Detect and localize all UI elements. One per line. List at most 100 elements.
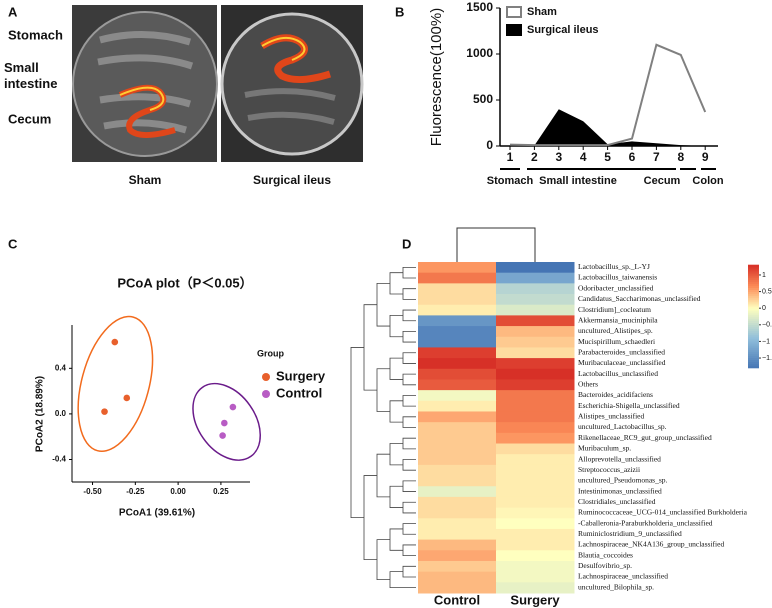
colorbar-label: 0 (762, 305, 766, 312)
row-dendrogram (402, 416, 416, 428)
colorbar-step (748, 334, 759, 338)
colorbar-step (748, 347, 759, 350)
x-group-label: Stomach (487, 175, 534, 187)
row-dendrogram (402, 544, 416, 557)
colorbar-step (748, 268, 759, 272)
colorbar-step (748, 338, 759, 342)
colorbar-step (748, 336, 759, 340)
legend-swatch (262, 390, 270, 398)
row-dendrogram (350, 347, 364, 518)
column-label: Control (434, 592, 480, 607)
x-tick-label: 0.00 (170, 487, 186, 496)
panel-letter: A (8, 4, 18, 19)
row-dendrogram (376, 282, 390, 327)
heatmap-cell (496, 486, 575, 498)
point (111, 338, 119, 346)
row-label: Intestinimonas_unclassified (578, 486, 662, 495)
row-dendrogram (402, 501, 416, 514)
row-label: Clostridiales_unclassified (578, 497, 656, 506)
x-tick-label: 8 (677, 150, 684, 164)
legend-swatch (506, 24, 522, 36)
row-label: Candidatus_Saccharimonas_unclassified (578, 294, 701, 303)
column-label: Sham (129, 173, 162, 187)
row-label: Blautia_coccoides (578, 550, 633, 559)
row-dendrogram (389, 357, 403, 380)
colorbar-step (748, 322, 759, 326)
colorbar-label: 1 (762, 272, 766, 279)
point (221, 419, 228, 427)
colorbar-step (748, 264, 759, 268)
colorbar-step (748, 305, 759, 309)
legend-swatch (506, 6, 522, 18)
row-label: uncultured_Pseudomonas_sp. (578, 476, 667, 485)
x-group-label: Colon (692, 175, 723, 187)
heatmap-cell (496, 304, 575, 316)
heatmap-cell (496, 507, 575, 519)
row-label: Stomach (8, 27, 63, 42)
colorbar-step (748, 275, 759, 278)
heatmap-cell (496, 326, 575, 338)
heatmap-cell (496, 443, 575, 455)
y-tick-label: 0.4 (55, 363, 67, 372)
heatmap-cell (418, 400, 497, 412)
row-dendrogram (376, 368, 390, 412)
heatmap-cell (418, 454, 497, 466)
x-tick-label: 5 (604, 150, 611, 164)
heatmap-cell (496, 390, 575, 402)
row-label: Parabacteroides_unclassified (578, 347, 665, 356)
row-label: Streptococcus_azizii (578, 465, 640, 474)
x-tick-label: 6 (629, 150, 636, 164)
photo-surgical-ileus (220, 5, 364, 162)
colorbar-step (748, 270, 759, 274)
confidence-ellipse (77, 315, 154, 452)
heatmap-cell (418, 432, 497, 445)
row-label: Others (578, 380, 598, 389)
row-label: Lachnospiraceae_NK4A136_group_unclassifi… (578, 540, 724, 549)
colorbar-step (748, 353, 759, 356)
row-dendrogram (389, 443, 403, 466)
heatmap-cell (496, 400, 575, 412)
row-dendrogram (402, 459, 416, 471)
row-dendrogram (389, 528, 403, 551)
heatmap-cell (496, 528, 575, 541)
colorbar-step (748, 279, 759, 282)
point (219, 432, 226, 439)
colorbar-step (748, 359, 759, 363)
row-label: Lactobacillus_taiwanensis (578, 273, 657, 282)
colorbar-label: −1 (762, 338, 770, 345)
y-tick-label: 0.0 (55, 409, 67, 418)
x-tick-label: 3 (555, 150, 562, 164)
colorbar-step (748, 312, 759, 315)
row-dendrogram (363, 304, 377, 391)
heatmap-cell (418, 336, 497, 348)
colorbar-step (748, 349, 759, 352)
heatmap-cell (418, 518, 497, 530)
column-label: Surgery (510, 592, 560, 607)
row-label: Mucispirillum_schaedleri (578, 337, 655, 346)
row-label: uncultured_Bilophila_sp. (578, 582, 654, 591)
heatmap-cell (418, 443, 497, 455)
colorbar-step (748, 345, 759, 348)
colorbar-label: −1.5 (762, 355, 772, 362)
legend-swatch (262, 373, 270, 381)
colorbar-step (748, 320, 759, 323)
x-group-label: Small intestine (539, 175, 617, 187)
row-label: Small intestine (4, 60, 58, 91)
row-label: Muribaculaceae_unclassified (578, 358, 666, 367)
chart-title: PCoA plot（P＜0.05） (117, 275, 252, 290)
colorbar-step (748, 301, 759, 305)
row-dendrogram (402, 437, 416, 450)
heatmap-cell (496, 496, 575, 509)
heatmap-cell (496, 294, 575, 306)
y-tick-label: 1000 (466, 46, 493, 60)
heatmap-cell (418, 507, 497, 519)
heatmap-cell (496, 336, 575, 348)
heatmap-cell (496, 272, 575, 284)
colorbar-step (748, 355, 759, 358)
heatmap-cell (496, 422, 575, 434)
colorbar-step (748, 287, 759, 291)
row-label: Rikenellaceae_RC9_gut_group_unclassified (578, 433, 712, 442)
x-group-label: Cecum (644, 175, 681, 187)
row-label: Ruminiclostridium_9_unclassified (578, 529, 682, 538)
